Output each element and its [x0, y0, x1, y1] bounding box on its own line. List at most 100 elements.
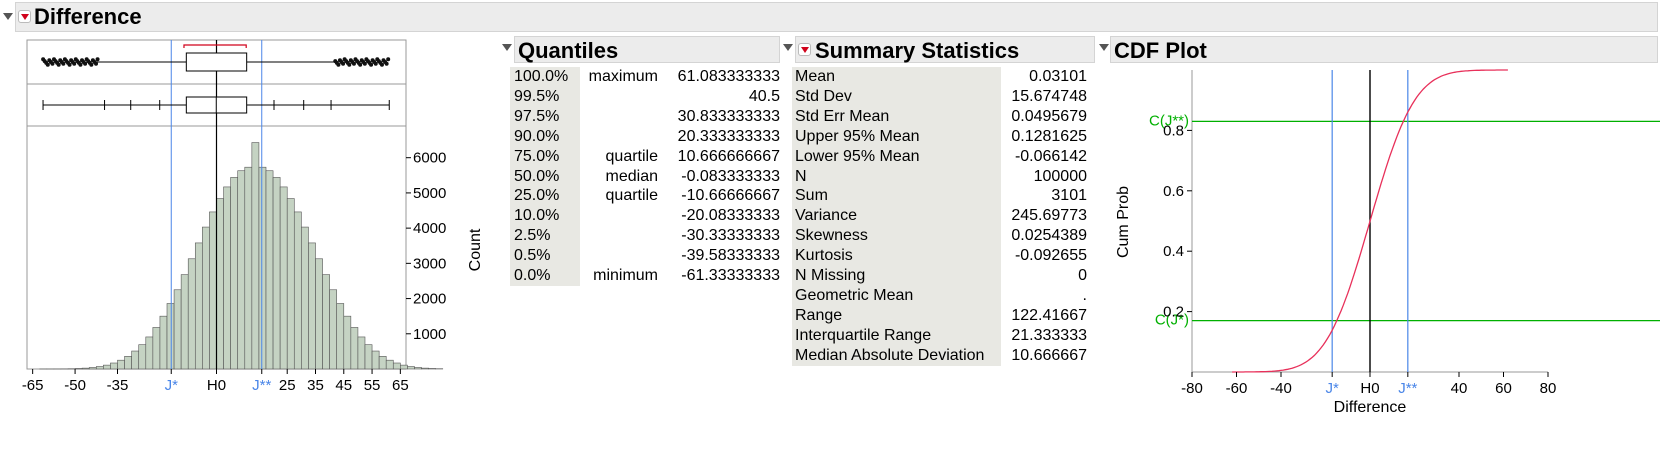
x-tick-label: -35	[107, 377, 129, 394]
summary-value: 0.03101	[1029, 68, 1087, 85]
outlier-point	[341, 61, 346, 66]
quantile-row: 0.0% minimum -61.33333333	[510, 266, 784, 286]
cdf-hline-label: C(J**)	[1149, 112, 1189, 129]
quantile-percent: 75.0%	[510, 146, 580, 167]
summary-label: Std Dev	[792, 86, 1001, 107]
histogram-bar	[95, 366, 104, 370]
histogram-bar	[322, 274, 330, 370]
histogram-bar	[223, 186, 231, 370]
cdf-header-bar	[1110, 36, 1658, 63]
x-tick-label: 25	[279, 377, 296, 394]
outlier-point	[386, 57, 391, 62]
histogram-bar	[194, 242, 203, 370]
quantile-row: 97.5% 30.833333333	[510, 106, 784, 127]
summary-label: Std Err Mean	[792, 106, 1001, 127]
quantile-value: -0.083333333	[681, 167, 780, 185]
histogram-bar	[187, 258, 196, 370]
histogram-chart: -65 -50 -35 J* H0 J** 25 35 45 55 65 1000 2000 3000 40…	[22, 39, 484, 394]
histogram-bar	[244, 166, 253, 370]
quantile-label: maximum	[588, 68, 658, 85]
x-tick-label: J**	[252, 377, 271, 394]
x-tick-label: 65	[392, 377, 409, 394]
histogram-bar	[88, 367, 97, 370]
summary-value: 0.1281625	[1011, 127, 1087, 145]
quantile-value: 61.083333333	[677, 68, 780, 85]
outlier-point	[369, 62, 374, 67]
quantile-label	[580, 226, 662, 246]
histogram-bar	[159, 315, 168, 370]
quantile-label: median	[605, 167, 658, 185]
cdf-y-tick-label: 0.8	[1163, 122, 1184, 139]
summary-row: Std Err Mean 0.0495679	[792, 106, 1091, 127]
x-tick-label: J*	[165, 377, 179, 394]
y-axis-label: Count	[467, 228, 484, 271]
y-tick-label: 5000	[413, 185, 446, 202]
quantile-percent: 100.0%	[510, 67, 580, 87]
difference-title: Difference	[34, 4, 142, 29]
histogram-bar	[293, 211, 302, 370]
x-tick-label: 45	[335, 377, 352, 394]
histogram-bar	[336, 303, 345, 370]
outlier-box	[185, 52, 248, 72]
summary-row: N 100000	[792, 166, 1091, 187]
cdf-y-tick-label: 0.2	[1163, 304, 1184, 321]
cdf-x-tick-label: -40	[1270, 380, 1292, 397]
histogram-bar	[301, 226, 309, 370]
quantile-value: -10.66666667	[681, 187, 780, 205]
histogram-bar	[279, 186, 288, 370]
outlier-point	[362, 61, 367, 66]
summary-value: 0	[1078, 267, 1087, 285]
shortest-half-bracket	[183, 44, 247, 48]
y-tick-label: 1000	[413, 326, 446, 343]
quantile-percent: 97.5%	[510, 106, 580, 127]
summary-row: Kurtosis -0.092655	[792, 246, 1091, 267]
quantile-label: quartile	[605, 147, 658, 165]
summary-label: N Missing	[792, 266, 1001, 286]
histogram-bar	[166, 303, 175, 370]
summary-collapse-icon[interactable]	[783, 44, 793, 51]
summary-label: Median Absolute Deviation	[792, 345, 1001, 366]
histogram-bar	[371, 350, 380, 370]
summary-label: Geometric Mean	[792, 285, 1001, 306]
histogram-bar	[357, 336, 366, 370]
quantile-percent: 2.5%	[510, 226, 580, 247]
summary-value: 0.0495679	[1011, 107, 1087, 125]
outlier-point	[336, 62, 341, 67]
summary-row: Upper 95% Mean 0.1281625	[792, 126, 1091, 147]
quantiles-table: 100.0% maximum 61.083333333 99.5% 40.5 97.5% 3…	[510, 67, 784, 286]
cdf-collapse-icon[interactable]	[1099, 44, 1109, 51]
cdf-x-tick-label: -60	[1226, 380, 1248, 397]
outlier-point	[78, 62, 83, 67]
red-triangle-menu-icon[interactable]	[18, 10, 31, 23]
quantile-label	[580, 87, 662, 107]
histogram-bar	[414, 367, 422, 370]
outlier-point	[351, 61, 356, 66]
summary-label: Kurtosis	[792, 246, 1001, 267]
summary-value: 10.666667	[1011, 346, 1087, 364]
collapse-triangle-icon[interactable]	[3, 13, 13, 20]
summary-value: 15.674748	[1011, 87, 1087, 105]
summary-label: Mean	[792, 67, 1001, 87]
quantiles-collapse-icon[interactable]	[502, 44, 512, 51]
summary-row: Variance 245.69773	[792, 206, 1091, 227]
outlier-point	[379, 62, 384, 67]
outlier-point	[50, 61, 55, 66]
quantile-row: 99.5% 40.5	[510, 86, 784, 107]
histogram-bar	[251, 142, 260, 370]
cdf-y-tick-label: 0.4	[1163, 243, 1184, 260]
summary-label: Variance	[792, 206, 1001, 227]
quantile-label	[580, 246, 662, 266]
outlier-point	[94, 61, 99, 66]
histogram-bar	[145, 336, 154, 370]
summary-row: Std Dev 15.674748	[792, 86, 1091, 107]
quantile-percent: 25.0%	[510, 186, 580, 207]
quantile-percent: 50.0%	[510, 166, 580, 187]
summary-label: Range	[792, 305, 1001, 326]
quantile-row: 100.0% maximum 61.083333333	[510, 67, 784, 87]
summary-row: Median Absolute Deviation 10.666667	[792, 345, 1091, 366]
summary-menu-icon[interactable]	[798, 43, 811, 56]
histogram-bar	[124, 356, 132, 370]
quantile-value: -30.33333333	[681, 227, 780, 245]
cdf-x-tick-label: H0	[1360, 380, 1379, 397]
quantile-label	[580, 107, 662, 127]
